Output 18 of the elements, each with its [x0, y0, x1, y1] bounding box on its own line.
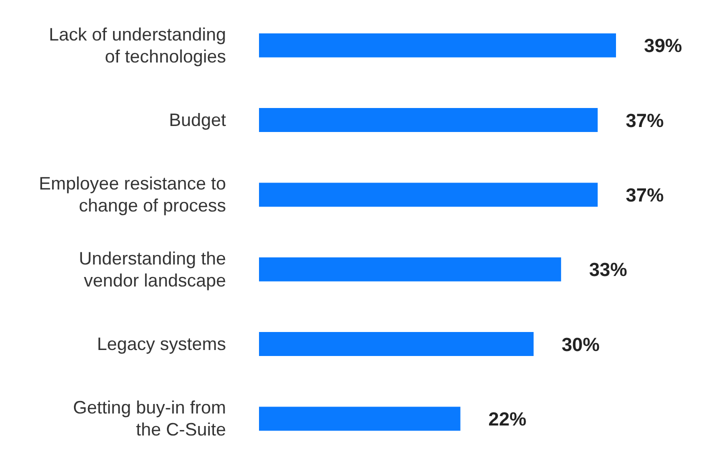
bar — [259, 33, 616, 58]
y-tick-label: Understanding the vendor landscape — [78, 248, 226, 290]
bar — [259, 182, 598, 207]
y-tick-label: Lack of understanding of technologies — [48, 24, 226, 66]
bar — [259, 108, 598, 132]
data-label: 37% — [626, 185, 664, 206]
data-label: 22% — [488, 409, 527, 430]
data-label: 39% — [644, 36, 682, 58]
y-tick-label: Budget — [168, 110, 226, 130]
data-label: 30% — [562, 334, 600, 356]
y-tick-label: Employee resistance to change of process — [38, 174, 226, 216]
data-label: 33% — [589, 260, 628, 282]
bar — [259, 257, 562, 282]
y-tick-label: Legacy systems — [96, 334, 226, 354]
bar — [259, 332, 534, 356]
bar — [259, 406, 460, 431]
y-tick-label: Getting buy-in from the C-Suite — [72, 398, 226, 440]
data-label: 37% — [626, 110, 664, 132]
